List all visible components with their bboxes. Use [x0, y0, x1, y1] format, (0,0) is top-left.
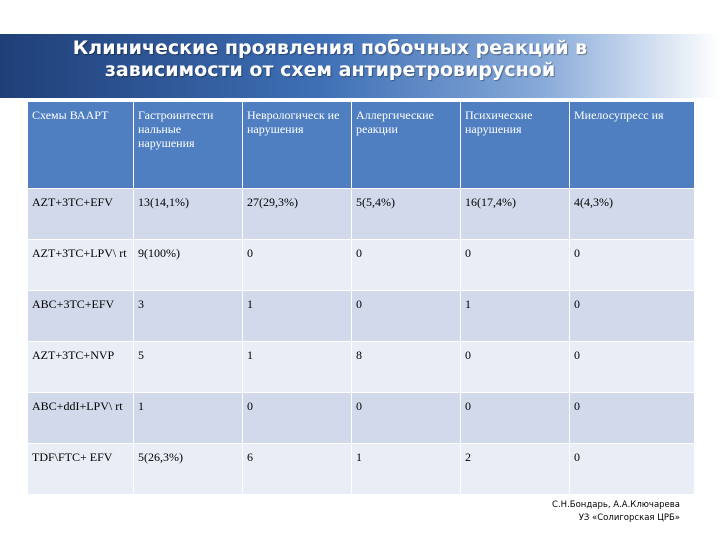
table-cell: 0 — [351, 290, 461, 342]
table-cell: 0 — [569, 443, 695, 495]
table-cell: 0 — [242, 392, 352, 444]
table-cell: 2 — [460, 443, 570, 495]
table-cell: 4(4,3%) — [569, 188, 695, 240]
table-cell: 1 — [351, 443, 461, 495]
table-cell: 6 — [242, 443, 352, 495]
table-cell: 0 — [569, 341, 695, 393]
side-effects-table: Схемы ВААРТ Гастроинтести нальные наруше… — [27, 101, 695, 495]
table-cell: AZT+3TC+NVP — [27, 341, 134, 393]
table-cell: 9(100%) — [133, 239, 243, 291]
header-cell: Психические нарушения — [460, 101, 570, 189]
table-row: AZT+3TC+NVP 5 1 8 0 0 — [27, 341, 695, 393]
table-cell: 0 — [460, 239, 570, 291]
table-cell: 1 — [242, 290, 352, 342]
slide-title: Клинические проявления побочных реакций … — [30, 37, 630, 81]
table-cell: 5 — [133, 341, 243, 393]
table-cell: TDF\FTC+ EFV — [27, 443, 134, 495]
table-cell: 0 — [460, 392, 570, 444]
table-cell: 27(29,3%) — [242, 188, 352, 240]
header-cell: Неврологическ ие нарушения — [242, 101, 352, 189]
table-cell: 1 — [242, 341, 352, 393]
table-row: ABC+3TC+EFV 3 1 0 1 0 — [27, 290, 695, 342]
table-row: AZT+3TC+LPV\ rt 9(100%) 0 0 0 0 — [27, 239, 695, 291]
table-cell: AZT+3TC+EFV — [27, 188, 134, 240]
table-header-row: Схемы ВААРТ Гастроинтести нальные наруше… — [27, 101, 695, 189]
table-row: TDF\FTC+ EFV 5(26,3%) 6 1 2 0 — [27, 443, 695, 495]
table-cell: 0 — [569, 239, 695, 291]
header-cell: Схемы ВААРТ — [27, 101, 134, 189]
table-cell: 0 — [351, 392, 461, 444]
table-cell: 5(26,3%) — [133, 443, 243, 495]
title-bar — [0, 34, 720, 98]
author-credit: С.Н.Бондарь, А.А.Ключарева УЗ «Солигорск… — [480, 499, 680, 525]
institution-name: УЗ «Солигорская ЦРБ» — [578, 513, 680, 523]
table-cell: 5(5,4%) — [351, 188, 461, 240]
slide-title-line2: зависимости от схем антиретровирусной — [104, 59, 556, 81]
table-cell: 0 — [569, 290, 695, 342]
table-cell: 1 — [460, 290, 570, 342]
table-cell: 3 — [133, 290, 243, 342]
author-names: С.Н.Бондарь, А.А.Ключарева — [552, 500, 680, 510]
table-cell: 0 — [569, 392, 695, 444]
table-cell: 0 — [460, 341, 570, 393]
slide-title-line1: Клинические проявления побочных реакций … — [72, 37, 588, 59]
table-cell: 0 — [242, 239, 352, 291]
table-container: Схемы ВААРТ Гастроинтести нальные наруше… — [27, 101, 695, 495]
table-cell: ABC+ddI+LPV\ rt — [27, 392, 134, 444]
table-row: AZT+3TC+EFV 13(14,1%) 27(29,3%) 5(5,4%) … — [27, 188, 695, 240]
table-cell: ABC+3TC+EFV — [27, 290, 134, 342]
header-cell: Гастроинтести нальные нарушения — [133, 101, 243, 189]
table-cell: 13(14,1%) — [133, 188, 243, 240]
header-cell: Миелосупресс ия — [569, 101, 695, 189]
table-cell: 0 — [351, 239, 461, 291]
table-cell: 8 — [351, 341, 461, 393]
header-cell: Аллергические реакции — [351, 101, 461, 189]
table-cell: AZT+3TC+LPV\ rt — [27, 239, 134, 291]
table-cell: 16(17,4%) — [460, 188, 570, 240]
table-row: ABC+ddI+LPV\ rt 1 0 0 0 0 — [27, 392, 695, 444]
table-cell: 1 — [133, 392, 243, 444]
